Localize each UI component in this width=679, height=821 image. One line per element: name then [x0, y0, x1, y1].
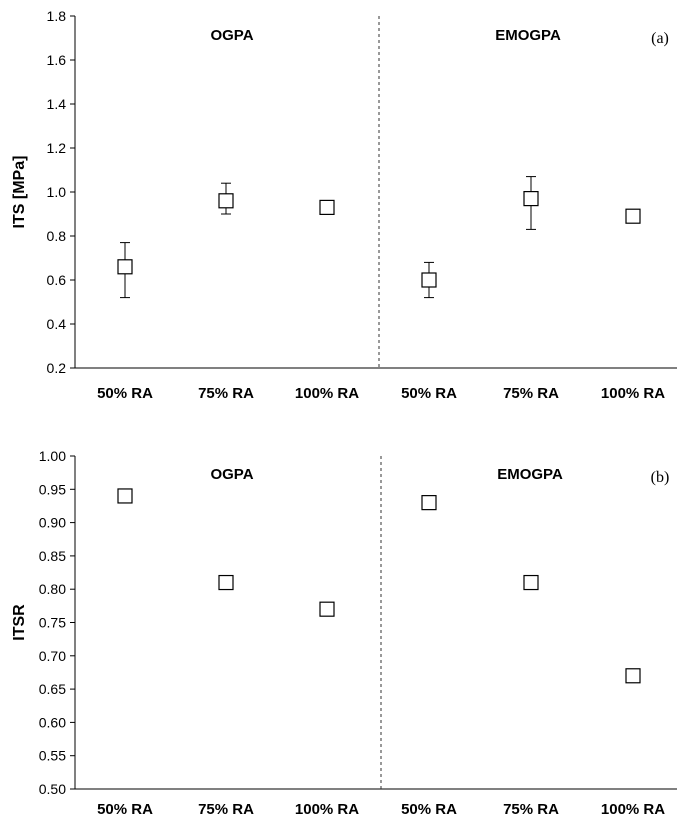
x-tick-label: 100% RA	[295, 385, 359, 402]
y-tick-label: 0.75	[39, 615, 66, 631]
data-point	[117, 259, 133, 275]
y-tick-label: 0.4	[47, 316, 67, 332]
y-tick-label: 0.60	[39, 714, 66, 730]
data-point	[117, 488, 133, 504]
group-name: OGPA	[210, 466, 253, 483]
data-point	[421, 495, 437, 511]
x-tick-label: 100% RA	[295, 801, 359, 818]
chart-panel-a: 0.2 0.4 0.6 0.8 1.0 1.2 1.4 1.6 1.8 ITS [MPa] OGPA…	[11, 8, 677, 402]
y-tick-label: 1.4	[47, 96, 67, 112]
y-tick-label: 0.70	[39, 648, 66, 664]
x-tick-label: 50% RA	[97, 801, 153, 818]
data-point	[319, 199, 335, 215]
group-name: EMOGPA	[497, 466, 563, 483]
data-point	[421, 272, 437, 288]
y-tick-label: 0.80	[39, 581, 66, 597]
data-point	[218, 574, 234, 591]
data-point	[523, 191, 539, 207]
x-tick-label: 50% RA	[401, 801, 457, 818]
y-tick-label: 1.6	[47, 52, 67, 68]
y-tick-label: 0.6	[47, 272, 67, 288]
y-tick-label: 1.8	[47, 8, 67, 24]
y-tick-label: 0.95	[39, 481, 66, 497]
panel-label: (b)	[651, 469, 670, 486]
x-tick-label: 100% RA	[601, 385, 665, 402]
y-tick-label: 0.85	[39, 548, 66, 564]
y-tick-label: 1.00	[39, 448, 66, 464]
group-name: EMOGPA	[495, 27, 561, 44]
data-point	[523, 574, 539, 591]
y-tick-label: 0.90	[39, 515, 66, 531]
y-tick-label: 0.65	[39, 681, 66, 697]
y-tick-label: 1.0	[47, 184, 67, 200]
x-tick-label: 75% RA	[198, 801, 254, 818]
y-tick-label: 0.2	[47, 360, 67, 376]
panel-label: (a)	[651, 30, 669, 47]
x-tick-label: 75% RA	[503, 801, 559, 818]
y-tick-label: 0.8	[47, 228, 67, 244]
y-tick-label: 0.55	[39, 748, 66, 764]
data-point	[625, 208, 641, 224]
y-tick-label: 1.2	[47, 140, 67, 156]
x-tick-label: 50% RA	[97, 385, 153, 402]
x-tick-label: 75% RA	[503, 385, 559, 402]
y-tick-label: 0.50	[39, 781, 66, 797]
x-tick-label: 75% RA	[198, 385, 254, 402]
data-point	[218, 193, 234, 209]
data-point	[625, 668, 641, 684]
data-point	[319, 601, 335, 617]
x-tick-label: 100% RA	[601, 801, 665, 818]
y-axis-title: ITS [MPa]	[11, 156, 28, 229]
x-tick-label: 50% RA	[401, 385, 457, 402]
y-axis-title: ITSR	[11, 604, 28, 641]
chart-panel-b: 0.50 0.55 0.60 0.65 0.70 0.75 0.80 0.85 0.90 0.95…	[11, 448, 677, 818]
group-name: OGPA	[210, 27, 253, 44]
